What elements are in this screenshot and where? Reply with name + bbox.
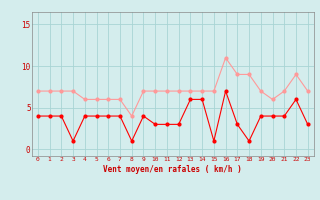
X-axis label: Vent moyen/en rafales ( km/h ): Vent moyen/en rafales ( km/h ) (103, 165, 242, 174)
